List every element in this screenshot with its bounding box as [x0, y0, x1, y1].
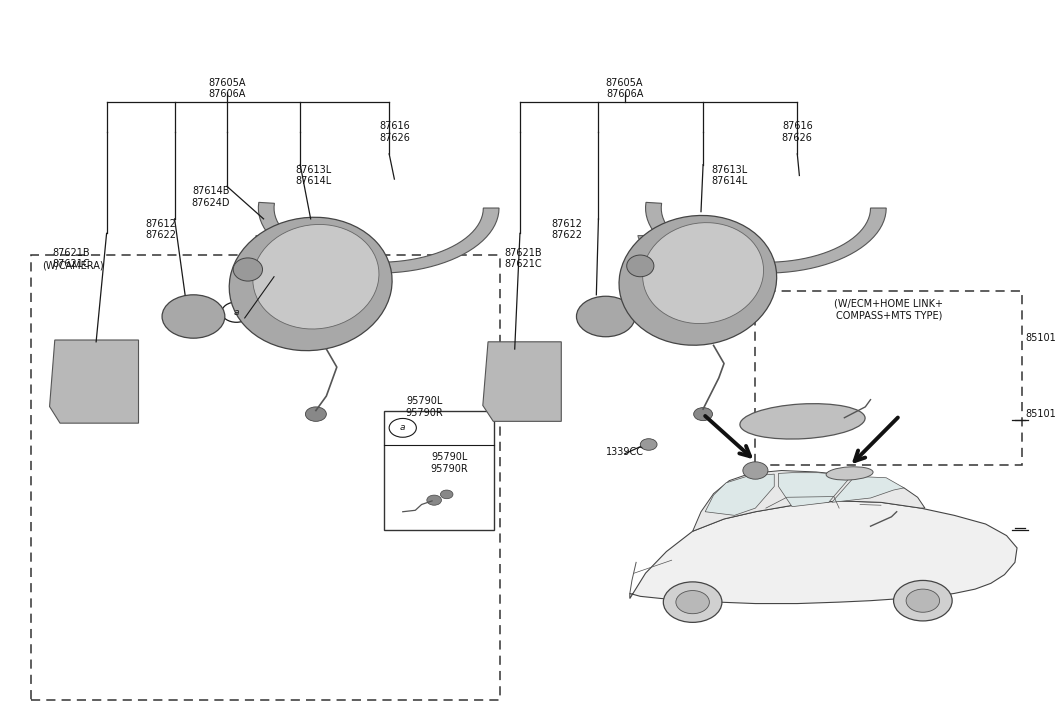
Ellipse shape — [774, 513, 894, 547]
Text: 1339CC: 1339CC — [606, 446, 643, 457]
Ellipse shape — [627, 255, 654, 277]
Text: 87612
87622: 87612 87622 — [146, 219, 176, 241]
Polygon shape — [645, 202, 887, 273]
Circle shape — [576, 296, 635, 337]
Circle shape — [440, 490, 453, 499]
Ellipse shape — [740, 403, 865, 439]
Circle shape — [663, 582, 722, 622]
Text: a: a — [234, 308, 239, 317]
Ellipse shape — [826, 467, 873, 480]
Bar — [384, 411, 494, 530]
Polygon shape — [778, 473, 851, 507]
Polygon shape — [693, 470, 925, 531]
Text: 87621B
87621C: 87621B 87621C — [52, 248, 89, 270]
Polygon shape — [258, 202, 499, 273]
Text: 87612
87622: 87612 87622 — [552, 219, 583, 241]
Polygon shape — [638, 236, 737, 259]
Polygon shape — [483, 342, 561, 422]
Ellipse shape — [643, 222, 763, 324]
Polygon shape — [50, 340, 138, 423]
Circle shape — [894, 580, 952, 621]
Circle shape — [305, 407, 326, 422]
Polygon shape — [256, 236, 355, 259]
Text: a: a — [400, 423, 405, 433]
Circle shape — [743, 462, 767, 479]
Circle shape — [676, 590, 709, 614]
Text: 87616
87626: 87616 87626 — [781, 121, 813, 143]
Polygon shape — [832, 476, 904, 502]
Bar — [756, 292, 1023, 465]
Polygon shape — [705, 474, 774, 515]
Text: 87605A
87606A: 87605A 87606A — [208, 78, 246, 100]
Text: 87613L
87614L: 87613L 87614L — [296, 164, 332, 186]
Circle shape — [640, 438, 657, 450]
Circle shape — [906, 589, 940, 612]
Circle shape — [162, 295, 225, 338]
Ellipse shape — [619, 215, 777, 345]
Circle shape — [694, 408, 712, 421]
Text: 85101: 85101 — [1026, 333, 1057, 343]
Text: 85101: 85101 — [1026, 409, 1057, 419]
Text: 95790L
95790R: 95790L 95790R — [431, 452, 468, 474]
Polygon shape — [630, 501, 1017, 603]
Text: 87614B
87624D: 87614B 87624D — [191, 186, 230, 208]
Text: 87605A
87606A: 87605A 87606A — [606, 78, 643, 100]
Text: (W/CAMERA): (W/CAMERA) — [41, 261, 103, 271]
Text: 87616
87626: 87616 87626 — [378, 121, 410, 143]
Text: 87613L
87614L: 87613L 87614L — [711, 164, 747, 186]
Circle shape — [389, 419, 417, 437]
Ellipse shape — [230, 217, 392, 350]
Circle shape — [222, 302, 251, 322]
Ellipse shape — [253, 225, 378, 329]
Text: (W/ECM+HOME LINK+
COMPASS+MTS TYPE): (W/ECM+HOME LINK+ COMPASS+MTS TYPE) — [834, 298, 943, 320]
Text: 87621B
87621C: 87621B 87621C — [504, 248, 542, 270]
Text: 95790L
95790R: 95790L 95790R — [406, 396, 443, 417]
Ellipse shape — [233, 258, 263, 281]
Bar — [31, 255, 500, 700]
Circle shape — [427, 495, 441, 505]
